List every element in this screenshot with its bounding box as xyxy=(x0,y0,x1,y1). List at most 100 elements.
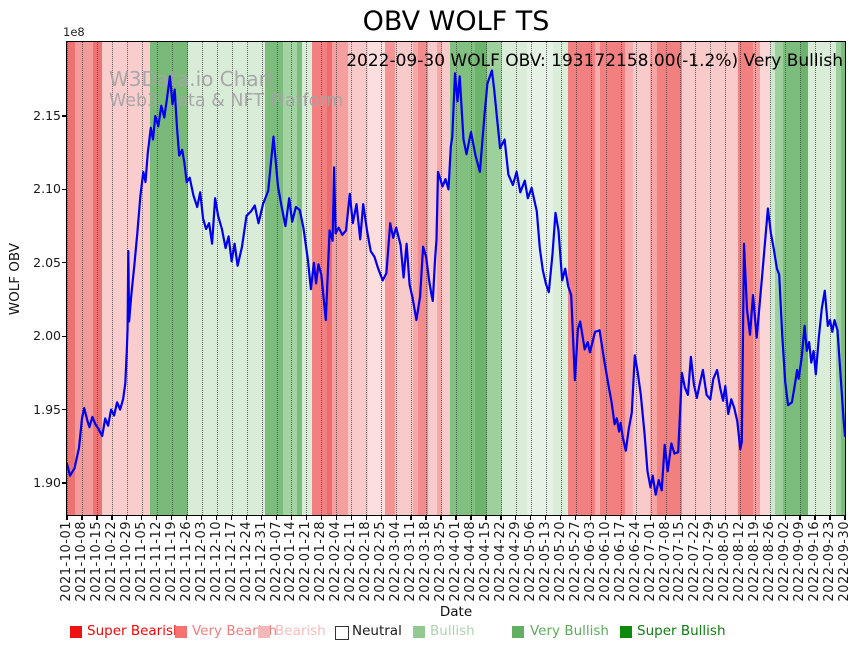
legend-label: Very Bullish xyxy=(530,623,609,639)
x-gridline xyxy=(695,42,697,515)
x-tick-label: 2022-07-08 xyxy=(657,521,673,602)
x-tick-label: 2022-04-08 xyxy=(463,521,478,602)
x-tick-label: 2022-03-25 xyxy=(433,521,448,602)
x-tick-label: 2022-09-09 xyxy=(792,521,808,602)
sentiment-band xyxy=(800,42,809,515)
x-gridline xyxy=(515,42,517,515)
x-tick-mark xyxy=(844,516,846,520)
x-gridline xyxy=(770,42,772,515)
x-tick-mark xyxy=(66,516,68,520)
x-tick-label: 2022-04-29 xyxy=(507,521,523,602)
y-tick-label: 1.95 xyxy=(33,401,61,417)
x-tick-mark xyxy=(186,516,188,520)
x-gridline xyxy=(396,42,398,515)
x-tick-mark xyxy=(126,516,128,520)
legend-label: Bearish xyxy=(275,623,326,639)
sentiment-band xyxy=(283,42,297,515)
sentiment-band xyxy=(770,42,775,515)
x-tick-mark xyxy=(111,516,113,520)
x-tick-label: 2022-09-23 xyxy=(822,521,837,602)
sentiment-band xyxy=(595,42,601,515)
legend-swatch xyxy=(258,626,270,638)
x-tick-mark xyxy=(709,516,711,520)
x-tick-mark xyxy=(604,516,607,520)
x-tick-mark xyxy=(664,516,667,520)
sentiment-band xyxy=(188,42,265,515)
x-tick-mark xyxy=(335,516,337,520)
x-gridline xyxy=(590,42,592,515)
x-tick-label: 2022-09-30 xyxy=(837,521,852,602)
x-tick-label: 2022-06-17 xyxy=(612,521,628,602)
x-gridline xyxy=(845,42,846,515)
x-tick-mark xyxy=(590,516,592,520)
legend-swatch xyxy=(70,626,82,638)
x-gridline xyxy=(411,42,413,515)
x-gridline xyxy=(471,42,472,515)
sentiment-band xyxy=(418,42,428,515)
x-gridline xyxy=(530,42,532,515)
chart-title: OBV WOLF TS xyxy=(362,6,550,37)
x-tick-label: 2021-12-10 xyxy=(208,521,224,602)
x-gridline xyxy=(650,42,652,515)
sentiment-band xyxy=(836,42,842,515)
sentiment-band xyxy=(808,42,836,515)
x-gridline xyxy=(141,42,143,515)
x-tick-label: 2022-05-13 xyxy=(537,521,553,602)
x-tick-label: 2022-01-21 xyxy=(298,521,314,602)
x-gridline xyxy=(171,42,173,515)
sentiment-band xyxy=(841,42,845,515)
legend-label: Neutral xyxy=(352,623,402,639)
x-tick-mark xyxy=(724,516,726,520)
plot-area: W3Data.io Chart Web3 Data & NFT Platform… xyxy=(66,41,846,516)
x-tick-label: 2022-04-01 xyxy=(448,521,463,602)
x-gridline xyxy=(366,42,368,515)
y-tick-label: 2.05 xyxy=(33,254,61,270)
x-tick-label: 2021-10-08 xyxy=(74,521,89,602)
x-tick-mark xyxy=(395,516,397,520)
x-tick-mark xyxy=(81,516,83,520)
y-tick-mark xyxy=(62,262,66,264)
x-tick-label: 2022-02-04 xyxy=(328,521,344,602)
sentiment-band xyxy=(348,42,368,515)
legend-label: Super Bullish xyxy=(637,623,726,639)
x-tick-mark xyxy=(230,516,233,520)
x-tick-label: 2021-10-29 xyxy=(118,521,134,602)
x-tick-label: 2021-12-24 xyxy=(238,521,254,602)
sentiment-band xyxy=(633,42,651,515)
x-tick-mark xyxy=(814,516,816,520)
x-tick-label: 2021-10-15 xyxy=(88,521,104,602)
x-gridline xyxy=(156,42,158,515)
x-tick-mark xyxy=(260,516,263,520)
x-tick-mark xyxy=(305,516,308,520)
x-gridline xyxy=(246,42,248,515)
sentiment-band xyxy=(650,42,658,515)
x-gridline xyxy=(665,42,667,515)
x-tick-mark xyxy=(530,516,532,520)
y-tick-label: 2.10 xyxy=(33,181,61,197)
sentiment-band xyxy=(760,42,770,515)
x-tick-mark xyxy=(245,516,248,520)
x-gridline xyxy=(725,42,727,515)
sentiment-band xyxy=(312,42,328,515)
x-gridline xyxy=(82,42,83,515)
x-tick-mark xyxy=(545,516,547,520)
x-gridline xyxy=(276,42,278,515)
x-tick-label: 2022-04-22 xyxy=(492,521,508,602)
x-gridline xyxy=(216,42,218,515)
sentiment-band xyxy=(553,42,569,515)
x-gridline xyxy=(485,42,487,515)
x-tick-label: 2022-01-07 xyxy=(268,521,284,602)
sentiment-band xyxy=(384,42,395,515)
x-tick-mark xyxy=(171,516,173,520)
legend-label: Super Bearish xyxy=(87,623,182,639)
x-gridline xyxy=(635,42,637,515)
sentiment-band xyxy=(682,42,739,515)
x-gridline xyxy=(740,42,742,515)
x-tick-label: 2022-07-01 xyxy=(642,521,658,602)
x-gridline xyxy=(500,42,502,515)
x-gridline xyxy=(201,42,203,515)
x-gridline xyxy=(441,42,442,515)
legend-swatch xyxy=(512,626,524,638)
sentiment-band xyxy=(442,42,450,515)
sentiment-band xyxy=(502,42,528,515)
